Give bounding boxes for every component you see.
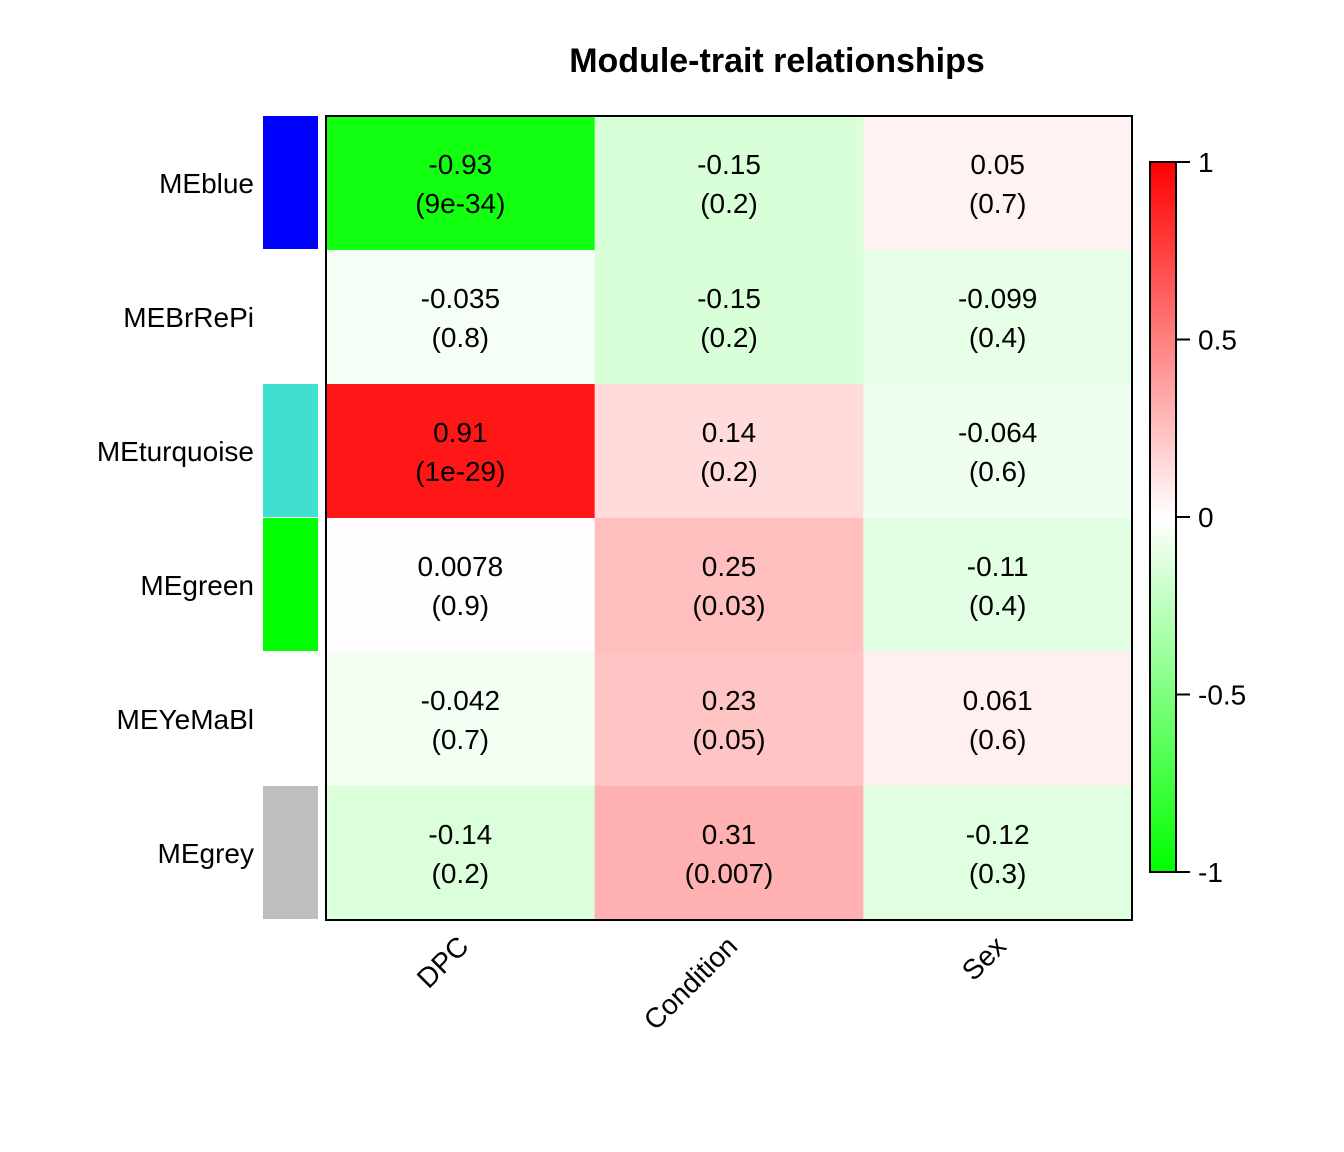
cell-pvalue-label: (0.007) — [685, 858, 774, 889]
cell-pvalue-label: (0.7) — [432, 724, 490, 755]
cell-correlation-label: -0.12 — [966, 819, 1030, 850]
legend-tick-label: 0.5 — [1198, 325, 1237, 356]
cell-correlation-label: -0.93 — [428, 149, 492, 180]
heatmap-cell — [594, 384, 864, 519]
heatmap-cell — [326, 116, 596, 251]
cell-pvalue-label: (0.4) — [969, 322, 1027, 353]
cell-pvalue-label: (0.7) — [969, 188, 1027, 219]
color-legend: 1 0.5 0 -0.5 -1 — [1149, 147, 1246, 888]
column-label: Condition — [638, 930, 744, 1036]
module-color-swatch — [263, 384, 318, 517]
chart-title: Module-trait relationships — [569, 42, 985, 80]
heatmap-cell — [326, 786, 596, 921]
heatmap-cell — [863, 652, 1133, 787]
plot-border — [325, 115, 1133, 921]
cell-correlation-label: 0.91 — [433, 417, 488, 448]
heatmap-cell — [863, 384, 1133, 519]
heatmap-cell — [326, 518, 596, 653]
heatmap-cell — [326, 384, 596, 519]
cell-correlation-label: -0.035 — [421, 283, 500, 314]
cell-pvalue-label: (0.2) — [432, 858, 490, 889]
cell-correlation-label: 0.31 — [702, 819, 757, 850]
cell-correlation-label: -0.099 — [958, 283, 1037, 314]
cell-correlation-label: -0.15 — [697, 283, 761, 314]
cell-correlation-label: -0.042 — [421, 685, 500, 716]
row-label: MEblue — [159, 168, 254, 199]
cell-correlation-label: -0.15 — [697, 149, 761, 180]
cell-correlation-label: -0.064 — [958, 417, 1037, 448]
column-label: DPC — [411, 930, 475, 994]
cell-pvalue-label: (0.2) — [700, 456, 758, 487]
legend-tick-label: 0 — [1198, 502, 1214, 533]
cell-pvalue-label: (0.2) — [700, 322, 758, 353]
legend-bar — [1149, 161, 1177, 873]
heatmap-cell — [594, 786, 864, 921]
module-color-swatch — [263, 116, 318, 249]
heatmap-cell — [594, 250, 864, 385]
cell-pvalue-label: (9e-34) — [415, 188, 505, 219]
cell-pvalue-label: (0.2) — [700, 188, 758, 219]
heatmap-cell — [863, 250, 1133, 385]
row-label: MEgreen — [140, 570, 254, 601]
legend-tick-label: -0.5 — [1198, 680, 1246, 711]
heatmap-cell — [594, 652, 864, 787]
row-label: MEturquoise — [97, 436, 254, 467]
cell-pvalue-label: (0.4) — [969, 590, 1027, 621]
cell-pvalue-label: (0.6) — [969, 724, 1027, 755]
heatmap-cell — [863, 116, 1133, 251]
row-label: MEgrey — [158, 838, 254, 869]
cell-pvalue-label: (0.03) — [692, 590, 765, 621]
cell-correlation-label: 0.061 — [963, 685, 1033, 716]
column-label: Sex — [956, 930, 1012, 986]
heatmap-cell — [326, 250, 596, 385]
cell-correlation-label: 0.14 — [702, 417, 757, 448]
cell-pvalue-label: (0.3) — [969, 858, 1027, 889]
row-label: MEBrRePi — [123, 302, 254, 333]
heatmap-cell — [326, 652, 596, 787]
heatmap-cell — [594, 518, 864, 653]
heatmap-cell — [863, 518, 1133, 653]
module-color-swatch — [263, 786, 318, 919]
cell-correlation-label: -0.11 — [967, 551, 1029, 582]
cell-correlation-label: 0.0078 — [418, 551, 504, 582]
cell-pvalue-label: (1e-29) — [415, 456, 505, 487]
module-color-swatch — [263, 518, 318, 651]
cell-pvalue-label: (0.9) — [432, 590, 490, 621]
heatmap-cell — [863, 786, 1133, 921]
cell-pvalue-label: (0.05) — [692, 724, 765, 755]
cell-correlation-label: 0.25 — [702, 551, 757, 582]
row-label: MEYeMaBl — [117, 704, 254, 735]
cell-correlation-label: -0.14 — [428, 819, 492, 850]
cell-correlation-label: 0.23 — [702, 685, 757, 716]
cell-pvalue-label: (0.6) — [969, 456, 1027, 487]
cell-pvalue-label: (0.8) — [432, 322, 490, 353]
cell-correlation-label: 0.05 — [970, 149, 1025, 180]
legend-tick-label: -1 — [1198, 857, 1223, 888]
heatmap-cell — [594, 116, 864, 251]
heatmap-body: -0.93 (9e-34) -0.15 (0.2) 0.05 (0.7) MEblue -0.… — [97, 115, 1133, 1036]
legend-tick-label: 1 — [1198, 147, 1214, 178]
